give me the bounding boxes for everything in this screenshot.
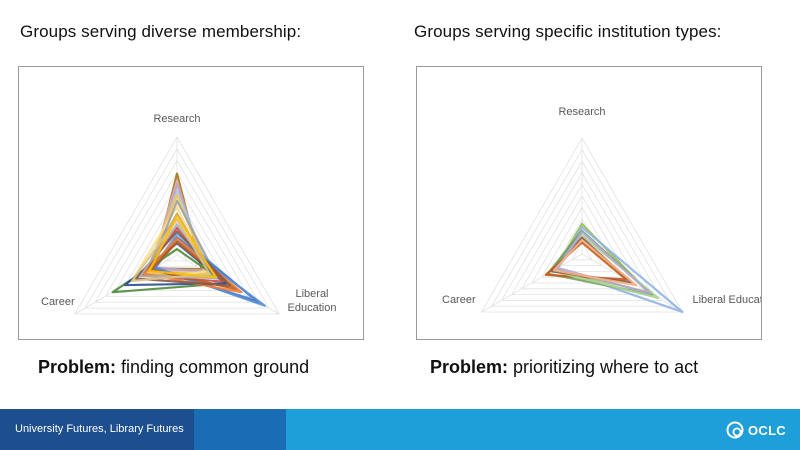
axis-label-line: Research (153, 113, 200, 125)
right-radar-svg: Research Liberal Education Career (442, 106, 761, 314)
axis-spoke (481, 253, 583, 313)
right-heading: Groups serving specific institution type… (414, 22, 722, 41)
grid-ring (500, 160, 664, 301)
grid-ring (480, 137, 684, 313)
left-radar-chart: Research Liberal Education Career (18, 66, 364, 340)
axis-label-1: Research (558, 106, 605, 118)
grid-ring (510, 172, 654, 296)
right-problem-text: prioritizing where to act (508, 357, 699, 377)
axis-label-2: Liberal Education (692, 294, 761, 306)
left-problem-label: Problem: (38, 357, 117, 377)
series-line-7 (556, 230, 652, 295)
footer-bar: University Futures, Library Futures OCLC (0, 409, 800, 450)
left-radar-svg: Research Liberal Education Career (41, 113, 337, 315)
axis-label-3: Career (41, 296, 75, 308)
grid-ring (84, 148, 270, 309)
grid-ring (531, 195, 633, 284)
axis-label-line: Career (41, 296, 75, 308)
oclc-logo-text: OCLC (747, 422, 786, 438)
footer-mid-segment (194, 409, 286, 450)
grid-ring (104, 171, 250, 297)
series-line-19 (130, 218, 211, 283)
right-problem-statement: Problem: prioritizing where to act (430, 357, 698, 378)
axis-label-3: Career (442, 294, 476, 306)
left-problem-statement: Problem: finding common ground (38, 357, 309, 378)
grid-ring (114, 183, 240, 291)
oclc-logo-icon (726, 421, 744, 439)
series-line-20 (148, 214, 217, 279)
left-heading: Groups serving diverse membership: (20, 22, 302, 41)
axis-label-line: Education (288, 302, 337, 314)
right-problem-label: Problem: (430, 357, 509, 377)
right-radar-chart: Research Liberal Education Career (416, 66, 762, 340)
grid-ring (94, 159, 260, 303)
grid-ring (490, 148, 674, 307)
grid-ring (74, 136, 280, 315)
axis-label-line: Liberal Education (692, 294, 761, 306)
axis-label-2: Liberal Education (288, 288, 337, 314)
footer-left-segment: University Futures, Library Futures (0, 409, 194, 450)
axis-label-line: Career (442, 294, 476, 306)
axis-label-1: Research (153, 113, 200, 125)
left-problem-text: finding common ground (116, 357, 310, 377)
axis-label-line: Liberal (295, 288, 328, 300)
grid-ring (571, 241, 593, 261)
grid-ring (521, 183, 643, 290)
axis-label-line: Research (558, 106, 605, 118)
series-line-8 (552, 238, 638, 287)
footer-text: University Futures, Library Futures (15, 423, 184, 435)
oclc-logo: OCLC (725, 420, 786, 440)
